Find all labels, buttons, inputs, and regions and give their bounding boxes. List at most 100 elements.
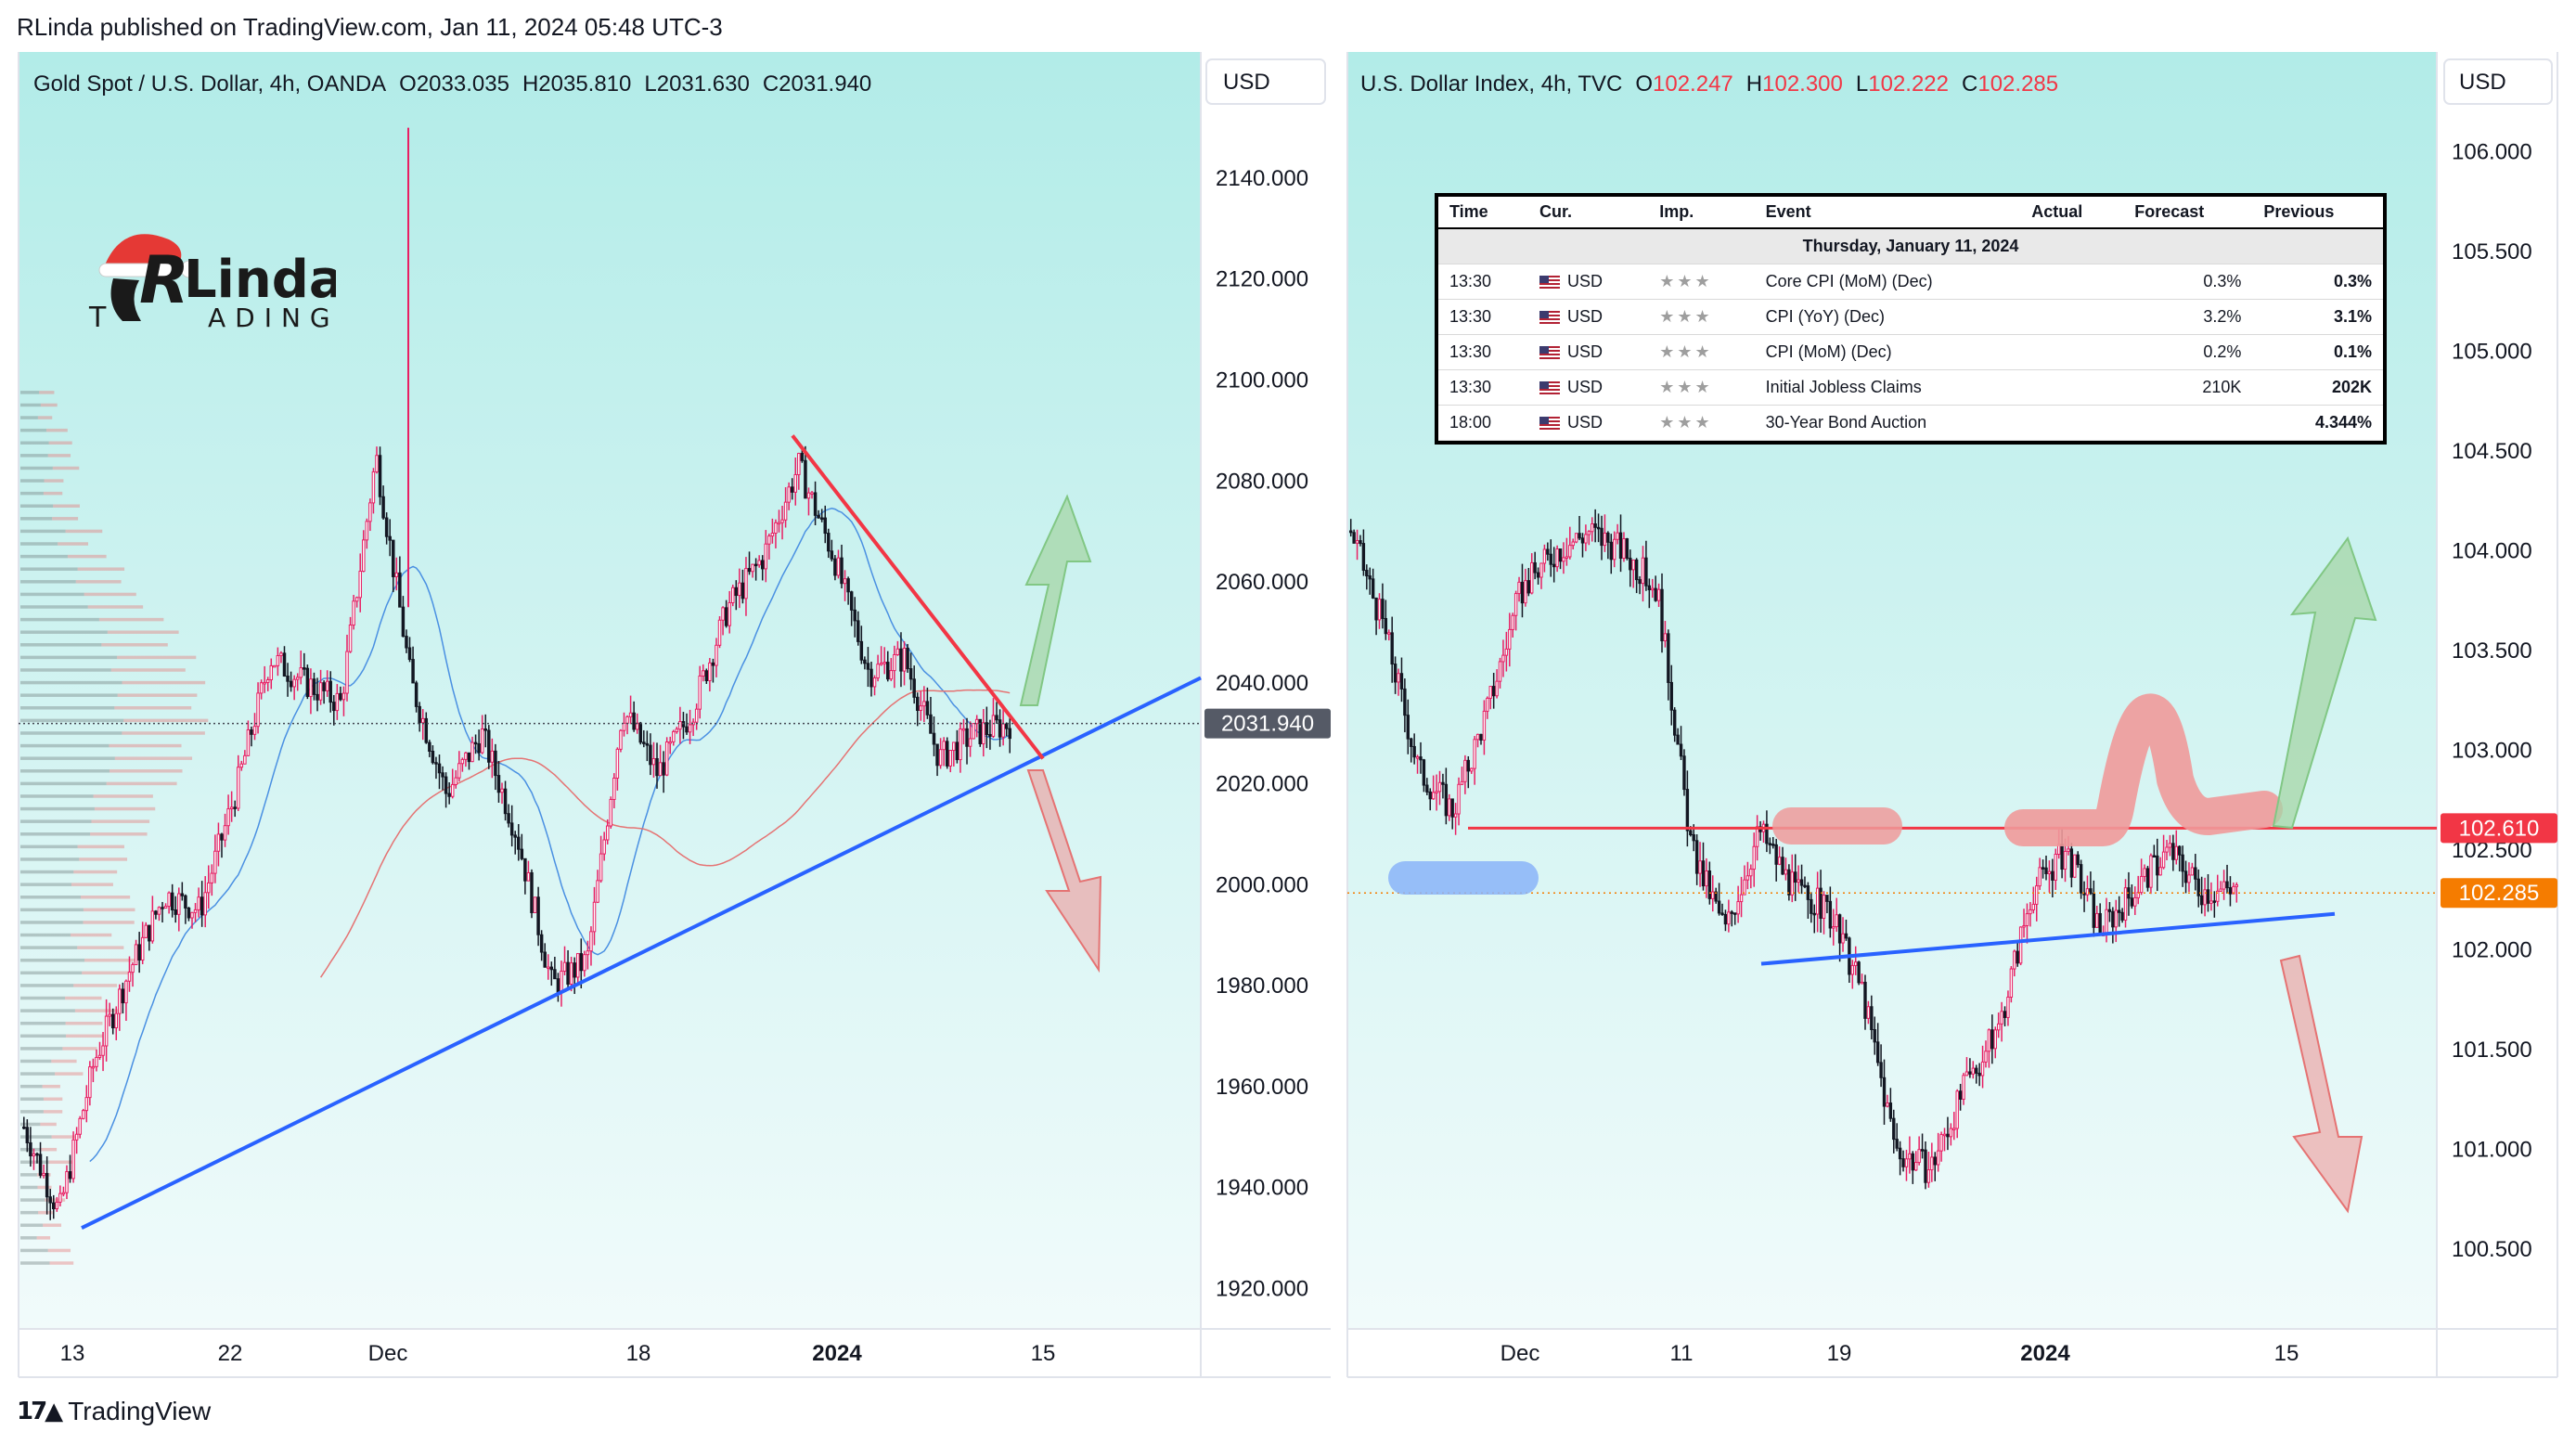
- calendar-row[interactable]: 13:30 USD ★★★ CPI (MoM) (Dec) 0.2% 0.1%: [1438, 334, 2383, 370]
- candle: [717, 616, 722, 649]
- tradingview-brand[interactable]: 17▲ TradingView: [17, 1397, 211, 1426]
- candle: [2051, 858, 2054, 898]
- calendar-row[interactable]: 13:30 USD ★★★ CPI (YoY) (Dec) 3.2% 3.1%: [1438, 299, 2383, 335]
- candle: [942, 737, 946, 767]
- candle: [74, 1127, 79, 1154]
- candle: [592, 886, 597, 946]
- candle: [1562, 542, 1565, 574]
- candle: [52, 1194, 56, 1219]
- candle: [1365, 564, 1369, 590]
- y-tick-label: 2100.000: [1216, 368, 1308, 393]
- candle: [398, 556, 402, 608]
- candle: [269, 658, 274, 690]
- candle: [444, 772, 448, 808]
- candle: [2111, 907, 2115, 944]
- candle: [42, 1164, 45, 1179]
- y-tick-label: 103.000: [2452, 739, 2532, 764]
- candle: [1609, 534, 1613, 574]
- candle: [609, 796, 613, 829]
- left-price-axis[interactable]: [1201, 52, 1331, 1329]
- candle: [760, 555, 765, 581]
- candle: [252, 713, 257, 741]
- candle: [1857, 961, 1861, 986]
- candle: [1384, 600, 1388, 640]
- candle: [668, 736, 672, 754]
- candle: [1888, 1088, 1893, 1122]
- candle: [1555, 545, 1559, 573]
- candle: [1958, 1083, 1963, 1111]
- candle: [1987, 1028, 1991, 1068]
- candle: [1911, 1151, 1915, 1184]
- candle: [1964, 1057, 1969, 1077]
- candle: [869, 662, 873, 697]
- candle: [420, 709, 425, 741]
- right-ascending-trendline[interactable]: [1760, 911, 2336, 966]
- left-ascending-trendline[interactable]: [81, 676, 1202, 1231]
- candle: [770, 518, 775, 544]
- calendar-row[interactable]: 18:00 USD ★★★ 30-Year Bond Auction 4.344…: [1438, 405, 2383, 441]
- candle: [790, 478, 794, 500]
- candle: [509, 805, 514, 847]
- candle: [2228, 876, 2233, 907]
- left-descending-trendline[interactable]: [791, 434, 1045, 760]
- candle: [1676, 728, 1680, 745]
- candle: [496, 761, 501, 803]
- y-tick-label: 103.500: [2452, 638, 2532, 664]
- candle: [708, 658, 712, 692]
- candle: [1403, 678, 1407, 733]
- candle: [2130, 883, 2134, 909]
- candle: [553, 956, 557, 980]
- candle: [1390, 616, 1394, 683]
- candle: [1660, 573, 1664, 653]
- left-currency-button[interactable]: USD: [1205, 58, 1326, 105]
- candle: [605, 819, 610, 844]
- right-x-axis-labels: Dec 11 19 2024 15: [1501, 1341, 2299, 1366]
- candle: [2145, 866, 2150, 892]
- candle: [586, 940, 590, 970]
- candle: [704, 668, 709, 684]
- candle: [738, 568, 741, 609]
- candle: [638, 721, 642, 745]
- candle: [335, 684, 340, 720]
- x-tick-label: 15: [1031, 1341, 1056, 1366]
- candle: [292, 675, 296, 701]
- candle: [2085, 875, 2090, 902]
- y-tick-label: 100.500: [2452, 1237, 2532, 1262]
- candle: [170, 883, 174, 918]
- candle: [2209, 882, 2213, 911]
- right-head-pattern: [2004, 693, 2283, 846]
- candle: [741, 569, 745, 604]
- candle: [371, 468, 376, 514]
- candle: [354, 596, 359, 608]
- left-volume-profile: [20, 391, 209, 1265]
- candle: [1596, 513, 1601, 543]
- right-chart-legend[interactable]: U.S. Dollar Index, 4h, TVC O102.247 H102.3…: [1360, 71, 2058, 97]
- candle: [777, 509, 781, 533]
- left-last-price-tag: 2031.940: [1204, 708, 1331, 739]
- candle: [1600, 515, 1604, 561]
- calendar-row[interactable]: 13:30 USD ★★★ Core CPI (MoM) (Dec) 0.3% …: [1438, 264, 2383, 300]
- candle: [490, 738, 495, 779]
- candle: [1730, 909, 1733, 927]
- calendar-row[interactable]: 13:30 USD ★★★ Initial Jobless Claims 210…: [1438, 369, 2383, 406]
- left-chart-legend[interactable]: Gold Spot / U.S. Dollar, 4h, OANDA O2033.…: [33, 71, 871, 97]
- candle: [1733, 912, 1737, 925]
- calendar-header-previous: Previous: [2252, 197, 2383, 229]
- candle: [938, 738, 943, 769]
- candle: [1917, 1136, 1921, 1166]
- event-previous: 0.3%: [2252, 264, 2383, 300]
- candle: [2089, 871, 2093, 896]
- candle: [229, 791, 234, 822]
- candle: [526, 860, 531, 882]
- candle: [1638, 575, 1642, 595]
- right-price-axis[interactable]: [2437, 52, 2557, 1329]
- candle: [575, 953, 580, 984]
- candle: [2235, 882, 2238, 903]
- candle: [753, 558, 758, 581]
- candle: [915, 692, 920, 727]
- right-currency-button[interactable]: USD: [2443, 58, 2553, 105]
- candle: [110, 1008, 115, 1035]
- candle: [1955, 1089, 1959, 1139]
- candle: [2006, 990, 2010, 1026]
- y-tick-label: 106.000: [2452, 140, 2532, 165]
